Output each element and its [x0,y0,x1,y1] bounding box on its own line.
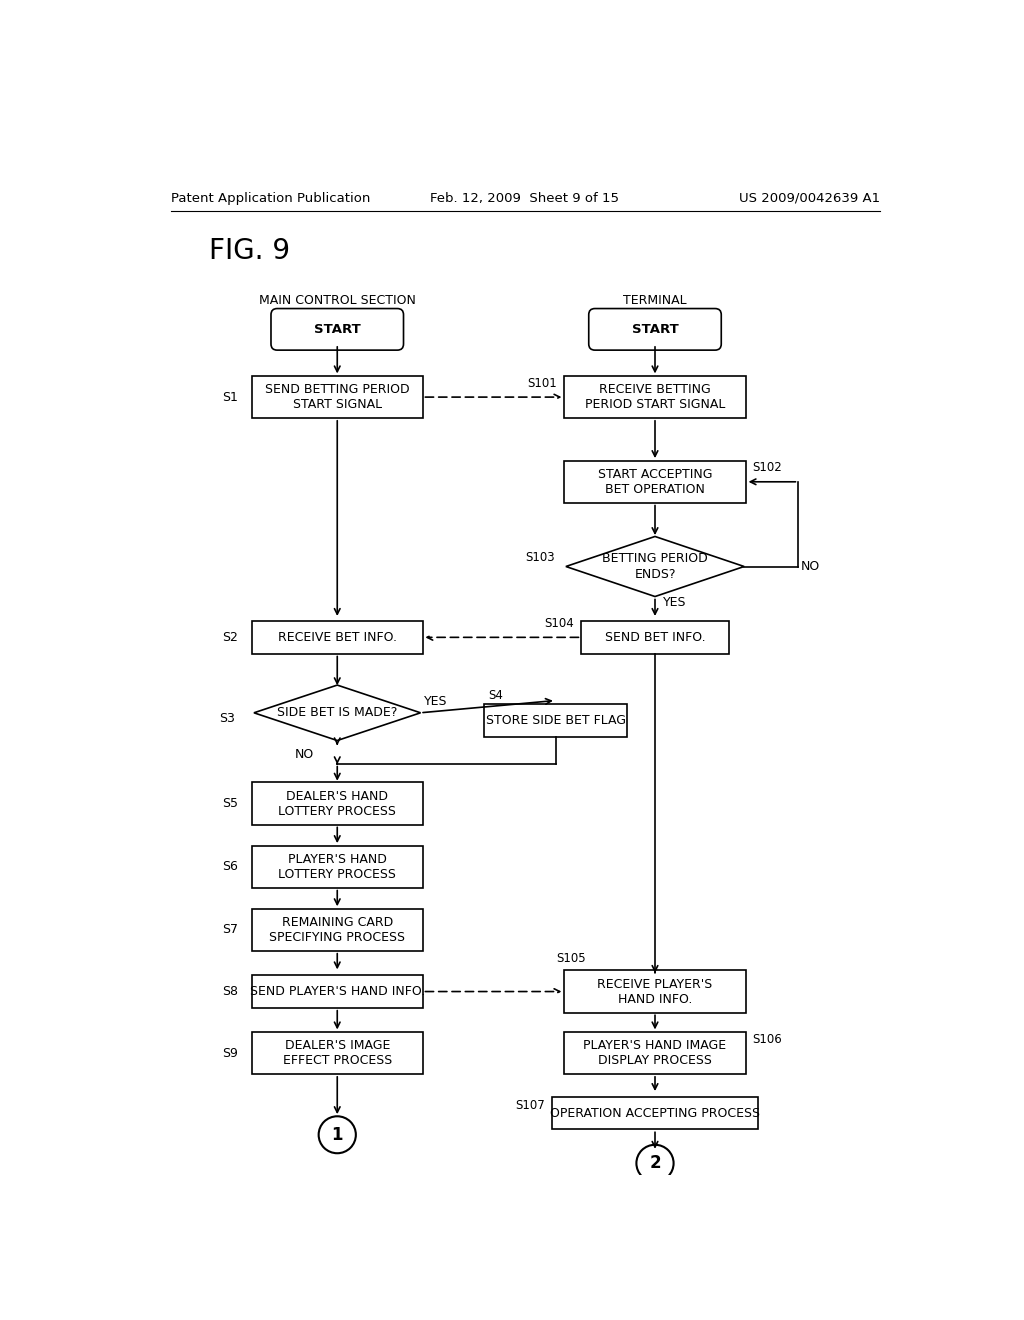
Polygon shape [254,685,421,741]
Text: S101: S101 [527,376,557,389]
Text: FIG. 9: FIG. 9 [209,236,291,265]
Text: S104: S104 [544,616,573,630]
Text: S9: S9 [222,1047,239,1060]
FancyBboxPatch shape [589,309,721,350]
Text: PLAYER'S HAND IMAGE
DISPLAY PROCESS: PLAYER'S HAND IMAGE DISPLAY PROCESS [584,1039,727,1067]
Text: S107: S107 [515,1100,545,1111]
Text: YES: YES [663,597,686,610]
Text: BETTING PERIOD
ENDS?: BETTING PERIOD ENDS? [602,553,708,581]
Text: 1: 1 [332,1126,343,1143]
Text: TERMINAL: TERMINAL [624,294,687,308]
FancyBboxPatch shape [252,376,423,418]
Text: S7: S7 [222,924,239,936]
Circle shape [636,1144,674,1181]
FancyBboxPatch shape [271,309,403,350]
Text: S105: S105 [557,952,586,965]
Text: RECEIVE BETTING
PERIOD START SIGNAL: RECEIVE BETTING PERIOD START SIGNAL [585,383,725,411]
Text: NO: NO [295,748,314,760]
FancyBboxPatch shape [582,622,729,653]
Polygon shape [566,536,744,597]
FancyBboxPatch shape [484,705,628,737]
FancyBboxPatch shape [252,908,423,952]
Text: OPERATION ACCEPTING PROCESS: OPERATION ACCEPTING PROCESS [550,1106,760,1119]
Text: S103: S103 [525,550,555,564]
Text: S1: S1 [222,391,239,404]
FancyBboxPatch shape [252,622,423,653]
Text: US 2009/0042639 A1: US 2009/0042639 A1 [738,191,880,205]
Text: S8: S8 [222,985,239,998]
FancyBboxPatch shape [564,970,746,1012]
Text: SIDE BET IS MADE?: SIDE BET IS MADE? [278,706,397,719]
Text: Patent Application Publication: Patent Application Publication [171,191,370,205]
Text: PLAYER'S HAND
LOTTERY PROCESS: PLAYER'S HAND LOTTERY PROCESS [279,853,396,880]
Text: SEND BETTING PERIOD
START SIGNAL: SEND BETTING PERIOD START SIGNAL [265,383,410,411]
Text: SEND BET INFO.: SEND BET INFO. [605,631,706,644]
FancyBboxPatch shape [252,783,423,825]
Text: RECEIVE BET INFO.: RECEIVE BET INFO. [278,631,396,644]
Text: START ACCEPTING
BET OPERATION: START ACCEPTING BET OPERATION [598,467,713,496]
Text: REMAINING CARD
SPECIFYING PROCESS: REMAINING CARD SPECIFYING PROCESS [269,916,406,944]
Text: RECEIVE PLAYER'S
HAND INFO.: RECEIVE PLAYER'S HAND INFO. [597,978,713,1006]
FancyBboxPatch shape [252,846,423,888]
FancyBboxPatch shape [564,1032,746,1074]
Text: DEALER'S HAND
LOTTERY PROCESS: DEALER'S HAND LOTTERY PROCESS [279,789,396,817]
Text: START: START [314,323,360,335]
Text: Feb. 12, 2009  Sheet 9 of 15: Feb. 12, 2009 Sheet 9 of 15 [430,191,620,205]
Text: S106: S106 [752,1032,781,1045]
Text: DEALER'S IMAGE
EFFECT PROCESS: DEALER'S IMAGE EFFECT PROCESS [283,1039,392,1067]
Text: 2: 2 [649,1154,660,1172]
Text: S5: S5 [222,797,239,810]
Text: NO: NO [801,560,820,573]
Text: YES: YES [424,694,447,708]
Text: STORE SIDE BET FLAG: STORE SIDE BET FLAG [485,714,626,727]
FancyBboxPatch shape [252,1032,423,1074]
FancyBboxPatch shape [564,376,746,418]
FancyBboxPatch shape [552,1097,758,1130]
Circle shape [318,1117,356,1154]
Text: S4: S4 [488,689,503,702]
Text: SEND PLAYER'S HAND INFO.: SEND PLAYER'S HAND INFO. [250,985,425,998]
Text: S3: S3 [219,713,236,726]
Text: MAIN CONTROL SECTION: MAIN CONTROL SECTION [259,294,416,308]
Text: START: START [632,323,678,335]
Text: S6: S6 [222,861,239,874]
FancyBboxPatch shape [564,461,746,503]
Text: S102: S102 [752,462,781,474]
Text: S2: S2 [222,631,239,644]
FancyBboxPatch shape [252,975,423,1007]
